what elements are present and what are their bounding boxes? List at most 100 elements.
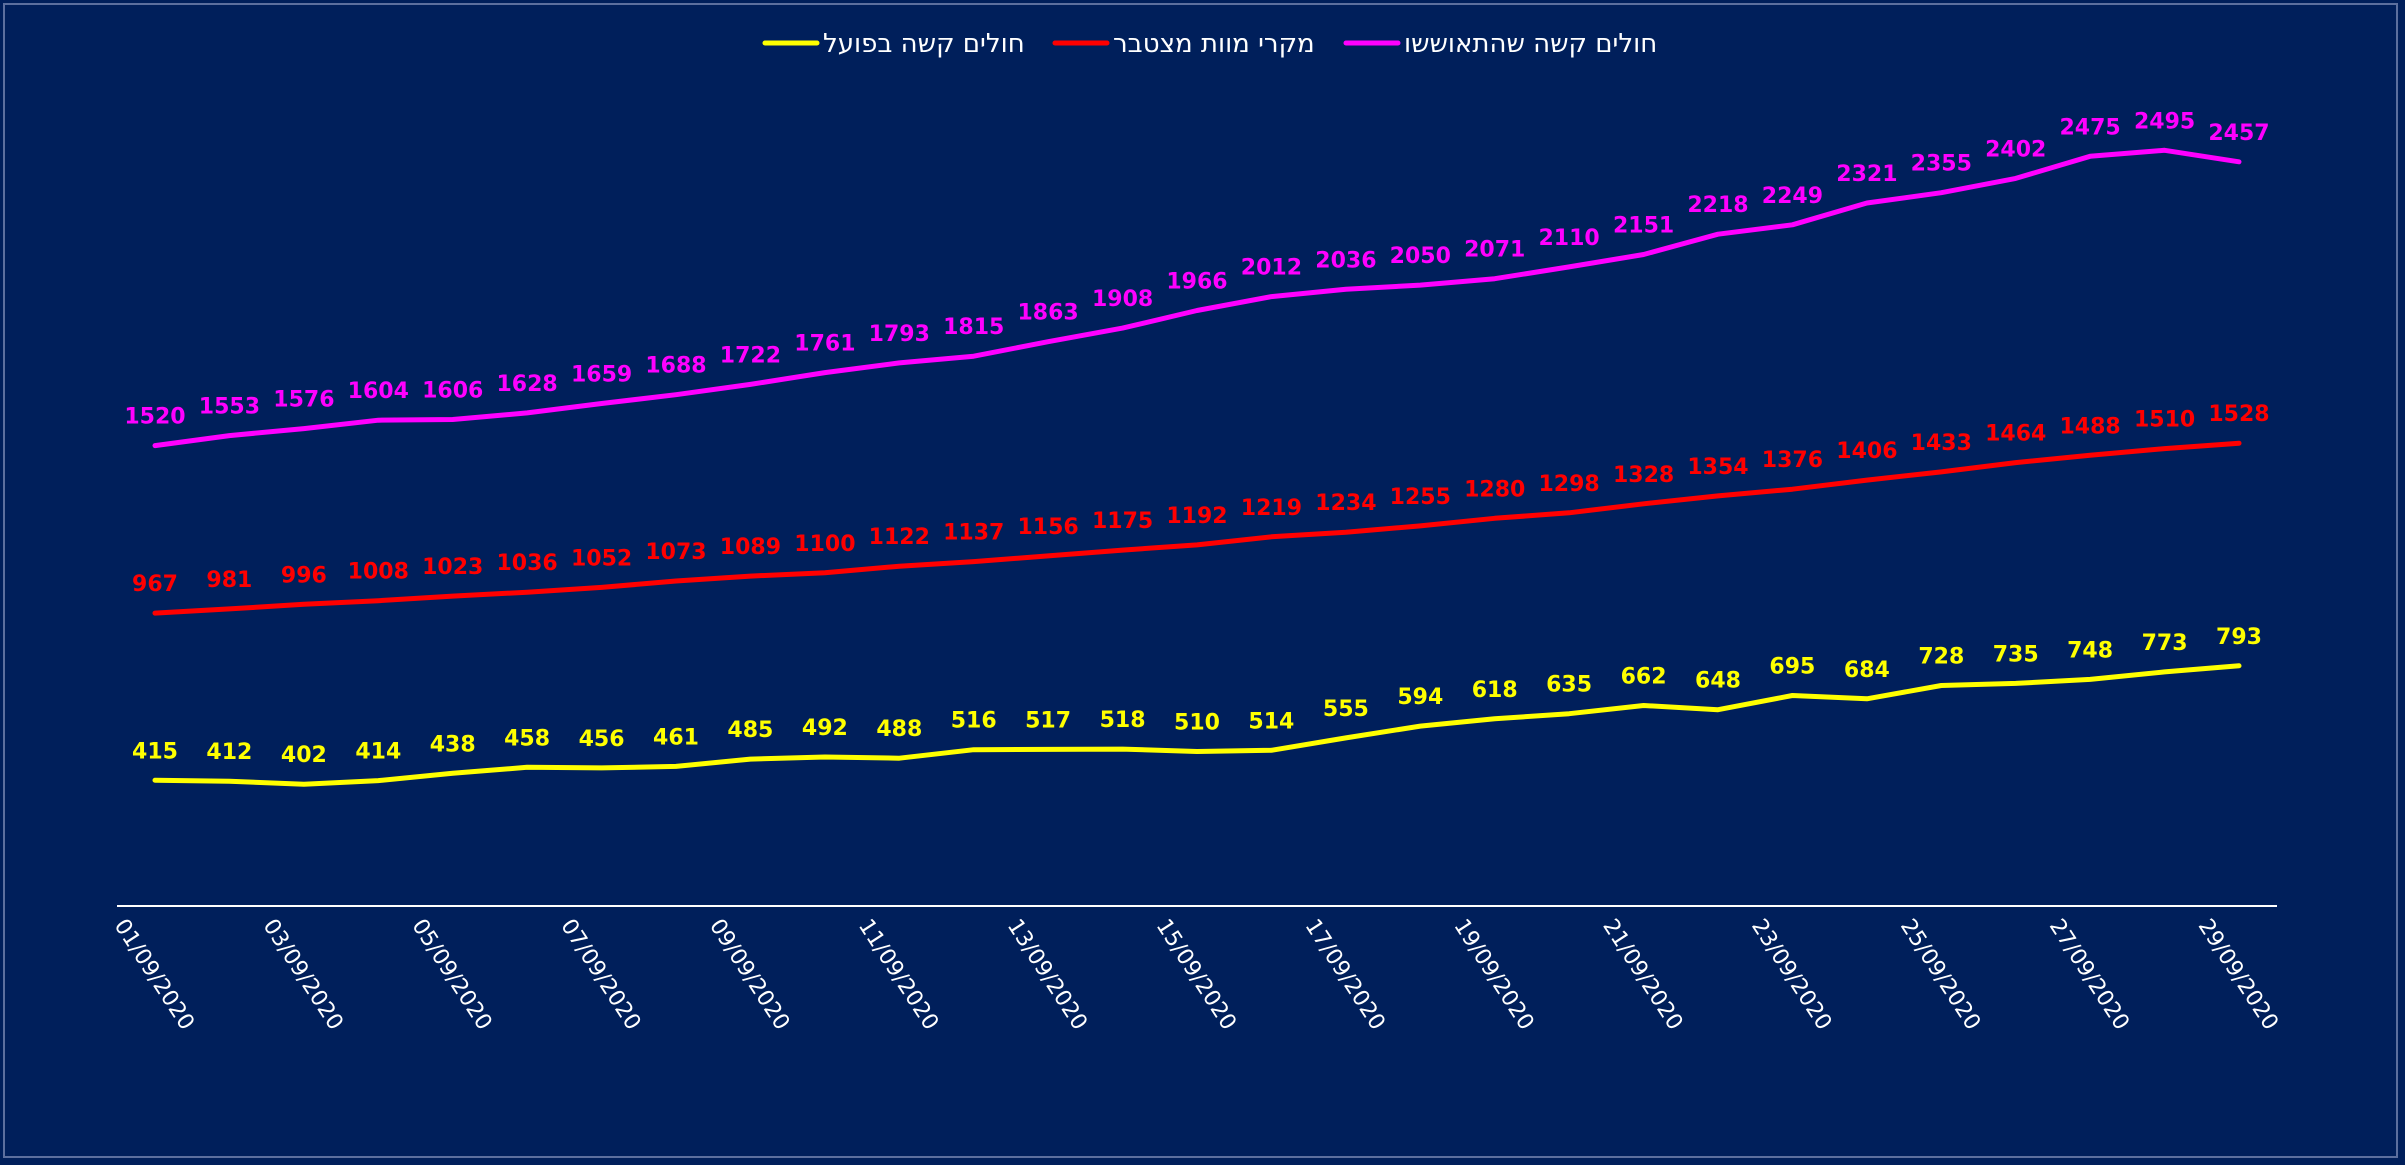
data-labels: 1520 1553 1576 1604 1606 1628 1659 1688 1722 1761… xyxy=(124,109,2269,768)
data-label: 415 xyxy=(132,739,178,764)
data-label: 492 xyxy=(802,716,848,741)
data-label: 2355 xyxy=(1911,152,1972,177)
data-label: 1520 xyxy=(124,405,185,430)
data-label: 2050 xyxy=(1390,244,1451,269)
data-label: 516 xyxy=(951,709,997,734)
x-tick-label: 15/09/2020 xyxy=(1151,915,1241,1035)
data-label: 967 xyxy=(132,572,178,597)
data-label: 461 xyxy=(653,725,699,750)
data-label: 635 xyxy=(1546,673,1592,698)
data-label: 793 xyxy=(2216,625,2262,650)
data-label: 1628 xyxy=(496,372,557,397)
x-tick-label: 03/09/2020 xyxy=(258,915,348,1035)
x-tick-label: 11/09/2020 xyxy=(853,915,943,1035)
data-label: 594 xyxy=(1397,685,1443,710)
data-label: 1376 xyxy=(1762,448,1823,473)
data-label: 1528 xyxy=(2208,402,2269,427)
data-label: 1761 xyxy=(794,332,855,357)
data-label: 1553 xyxy=(199,395,260,420)
data-label: 648 xyxy=(1695,669,1741,694)
data-label: 510 xyxy=(1174,711,1220,736)
data-label: 735 xyxy=(1993,642,2039,667)
data-label: 684 xyxy=(1844,658,1890,683)
data-label: 2151 xyxy=(1613,214,1674,239)
data-label: 438 xyxy=(430,732,476,757)
data-label: 1576 xyxy=(273,388,334,413)
data-label: 1793 xyxy=(869,322,930,347)
data-label: 1722 xyxy=(720,343,781,368)
data-label: 414 xyxy=(355,740,401,765)
data-label: 1815 xyxy=(943,315,1004,340)
data-label: 517 xyxy=(1025,708,1071,733)
data-label: 1137 xyxy=(943,521,1004,546)
data-label: 1280 xyxy=(1464,477,1525,502)
legend: חולים קשה בפועל מקרי מוות מצטבר חולים קשה … xyxy=(762,29,1657,59)
data-label: 773 xyxy=(2142,631,2188,656)
data-label: 1219 xyxy=(1241,496,1302,521)
data-label: 1606 xyxy=(422,379,483,404)
x-tick-label: 05/09/2020 xyxy=(406,915,496,1035)
data-label: 1863 xyxy=(1017,301,1078,326)
data-label: 2110 xyxy=(1538,226,1599,251)
data-label: 1328 xyxy=(1613,463,1674,488)
series-line-0 xyxy=(152,147,2242,449)
data-label: 1604 xyxy=(348,379,409,404)
data-label: 1255 xyxy=(1390,485,1451,510)
x-tick-label: 29/09/2020 xyxy=(2193,915,2283,1035)
series-line-2 xyxy=(152,663,2242,787)
data-label: 1908 xyxy=(1092,287,1153,312)
data-label: 1966 xyxy=(1166,270,1227,295)
data-label: 2012 xyxy=(1241,256,1302,281)
data-label: 402 xyxy=(281,743,327,768)
data-label: 1122 xyxy=(869,525,930,550)
x-tick-labels: 01/09/2020 03/09/2020 05/09/2020 07/09/2020… xyxy=(109,915,2283,1035)
data-label: 1175 xyxy=(1092,509,1153,534)
data-label: 1073 xyxy=(645,540,706,565)
data-label: 555 xyxy=(1323,697,1369,722)
x-tick-label: 17/09/2020 xyxy=(1300,915,1390,1035)
data-label: 412 xyxy=(206,740,252,765)
data-label: 1023 xyxy=(422,555,483,580)
data-label: 2402 xyxy=(1985,137,2046,162)
data-label: 2321 xyxy=(1836,162,1897,187)
data-label: 488 xyxy=(876,717,922,742)
data-label: 2495 xyxy=(2134,109,2195,134)
data-label: 1433 xyxy=(1911,431,1972,456)
data-label: 514 xyxy=(1248,709,1294,734)
x-tick-label: 09/09/2020 xyxy=(704,915,794,1035)
data-label: 1100 xyxy=(794,532,855,557)
legend-label: מקרי מוות מצטבר xyxy=(1113,29,1315,59)
data-label: 2457 xyxy=(2208,121,2269,146)
data-label: 1406 xyxy=(1836,439,1897,464)
data-label: 485 xyxy=(727,718,773,743)
data-label: 728 xyxy=(1918,645,1964,670)
data-label: 1036 xyxy=(496,551,557,576)
x-tick-label: 27/09/2020 xyxy=(2044,915,2134,1035)
legend-label: חולים קשה שהתאוששו xyxy=(1404,29,1657,59)
data-label: 2218 xyxy=(1687,193,1748,218)
data-label: 1052 xyxy=(571,546,632,571)
data-label: 618 xyxy=(1472,678,1518,703)
data-label: 2071 xyxy=(1464,238,1525,263)
data-label: 1234 xyxy=(1315,491,1376,516)
chart-frame xyxy=(3,3,2398,1158)
x-tick-label: 19/09/2020 xyxy=(1448,915,1538,1035)
data-label: 2249 xyxy=(1762,184,1823,209)
data-label: 1354 xyxy=(1687,455,1748,480)
data-label: 1089 xyxy=(720,535,781,560)
series-line-1 xyxy=(152,440,2242,616)
data-label: 748 xyxy=(2067,638,2113,663)
data-label: 1510 xyxy=(2134,408,2195,433)
x-tick-label: 21/09/2020 xyxy=(1597,915,1687,1035)
legend-label: חולים קשה בפועל xyxy=(823,29,1025,59)
data-label: 458 xyxy=(504,726,550,751)
data-label: 981 xyxy=(206,568,252,593)
x-tick-label: 13/09/2020 xyxy=(1002,915,1092,1035)
data-label: 2036 xyxy=(1315,248,1376,273)
x-tick-label: 07/09/2020 xyxy=(555,915,645,1035)
data-label: 1008 xyxy=(348,560,409,585)
series-lines xyxy=(152,147,2242,787)
data-label: 1659 xyxy=(571,363,632,388)
data-label: 456 xyxy=(579,727,625,752)
